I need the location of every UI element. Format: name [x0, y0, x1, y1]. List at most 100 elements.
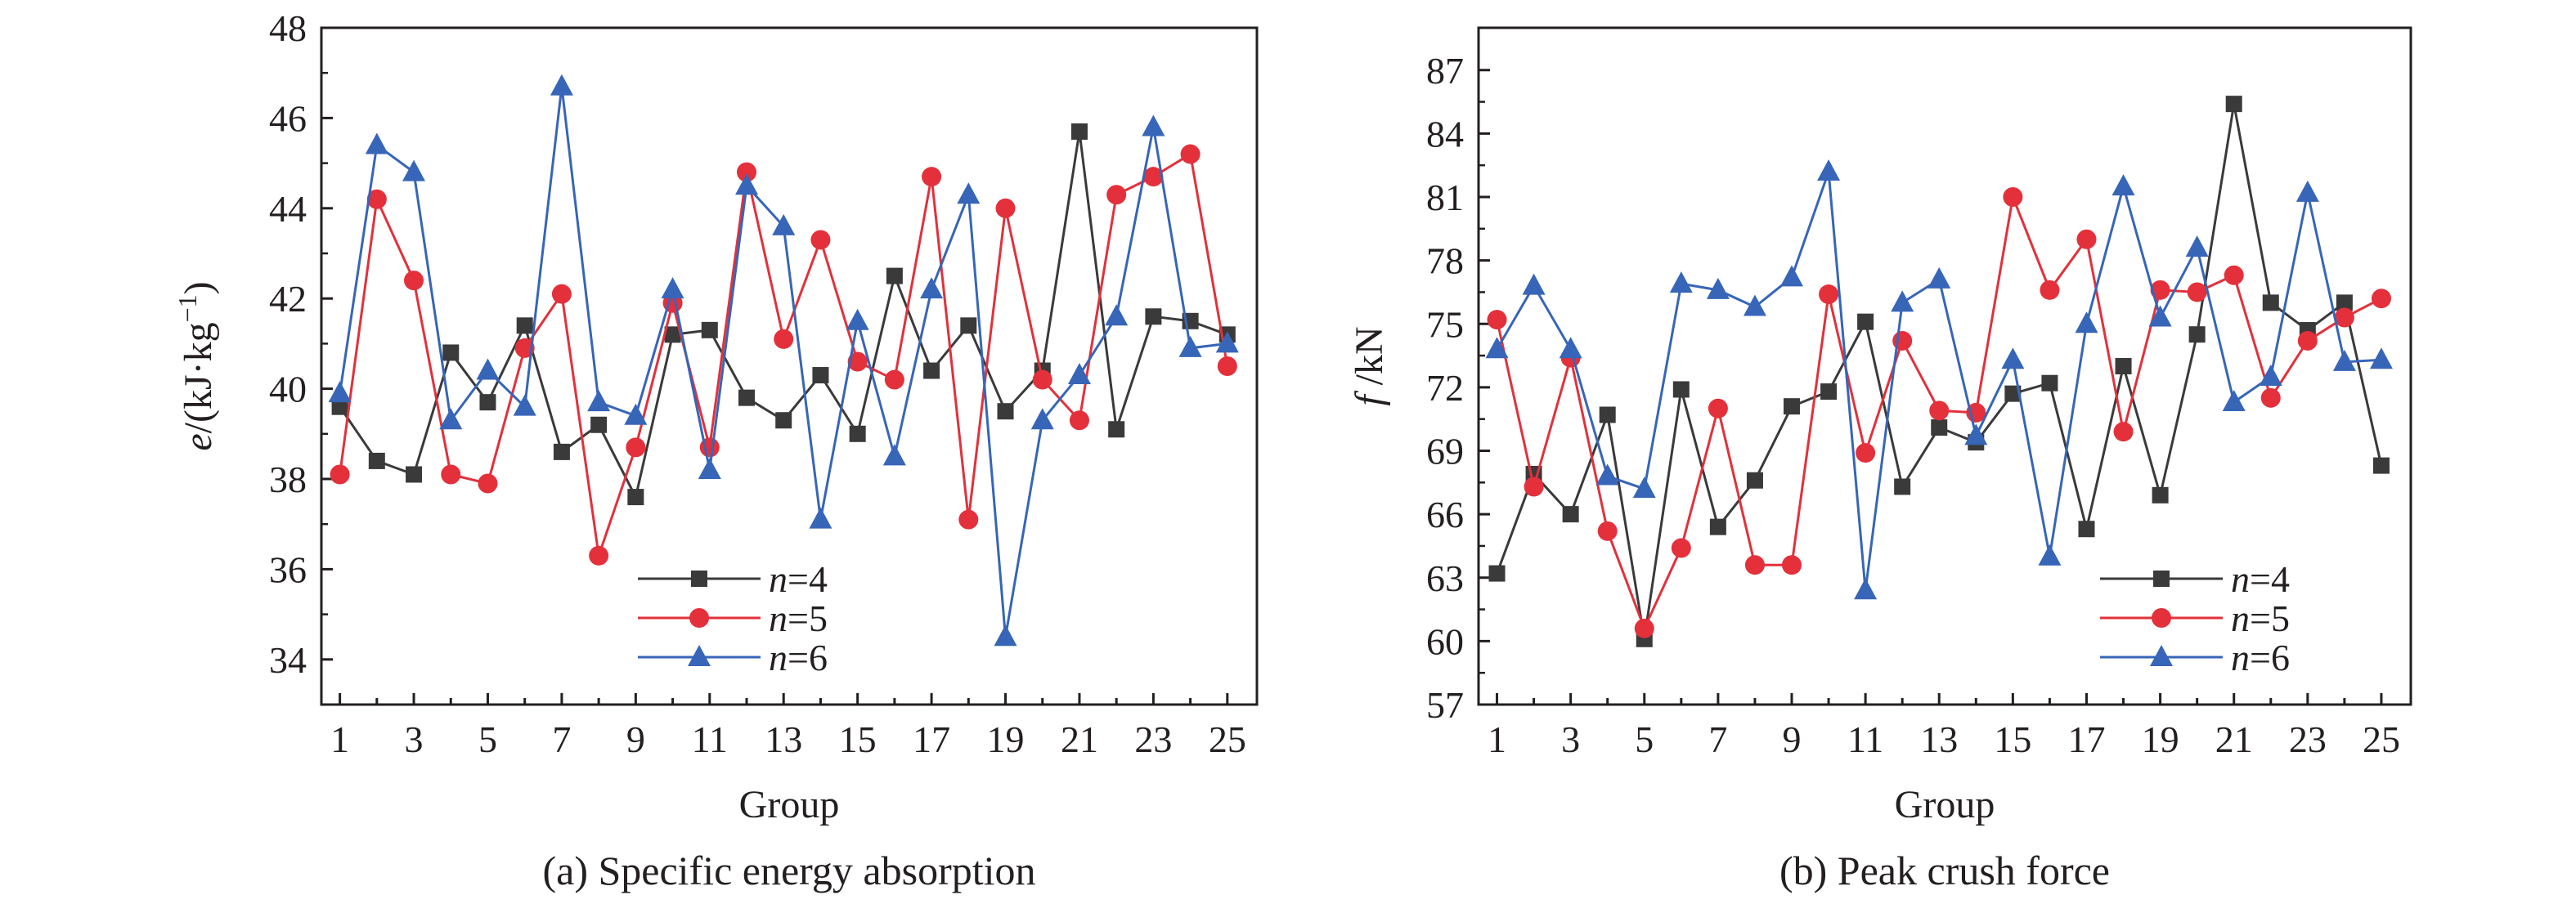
data-point	[2001, 347, 2025, 369]
data-point	[1487, 310, 1507, 330]
legend-label: n=5	[769, 597, 828, 639]
x-tick-label: 3	[1561, 718, 1580, 760]
data-point	[2369, 347, 2393, 369]
y-tick-label: 78	[1426, 240, 1464, 282]
data-point	[441, 464, 461, 485]
y-tick-label: 44	[269, 188, 307, 230]
data-point	[2075, 311, 2098, 333]
data-point	[2336, 294, 2353, 311]
data-point	[661, 277, 684, 299]
legend-marker	[689, 608, 709, 628]
data-point	[1709, 518, 1726, 535]
x-tick-label: 1	[330, 718, 349, 760]
data-point	[2115, 358, 2132, 374]
data-point	[995, 198, 1016, 218]
x-tick-label: 15	[1994, 718, 2031, 760]
data-point	[1142, 114, 1165, 136]
data-point	[2188, 326, 2206, 343]
x-tick-label: 11	[692, 718, 728, 760]
x-tick-label: 19	[987, 718, 1025, 760]
y-tick-label: 46	[269, 97, 307, 139]
data-point	[809, 507, 832, 529]
legend-label: n=6	[769, 637, 828, 678]
data-point	[2222, 389, 2246, 411]
data-point	[1784, 398, 1801, 415]
data-point	[1105, 304, 1129, 326]
y-tick-label: 48	[269, 7, 307, 49]
data-point	[1067, 363, 1091, 385]
legend: n=4n=5n=6	[2100, 558, 2290, 678]
x-tick-label: 11	[1847, 718, 1883, 760]
data-point	[516, 317, 533, 334]
y-tick-label: 69	[1426, 431, 1464, 472]
data-point	[1928, 266, 1951, 289]
data-point	[514, 338, 535, 358]
legend-marker	[2152, 608, 2171, 628]
y-tick-label: 40	[269, 369, 307, 410]
data-point	[402, 159, 426, 181]
data-point	[1143, 167, 1164, 187]
data-point	[1180, 144, 1200, 164]
data-point	[812, 367, 829, 384]
data-point	[1485, 337, 1509, 359]
data-point	[368, 452, 385, 469]
data-point	[957, 182, 981, 204]
data-point	[923, 362, 940, 379]
data-point	[627, 489, 644, 506]
data-point	[2038, 544, 2062, 566]
data-point	[589, 545, 609, 566]
data-point	[1857, 313, 1874, 330]
legend-label: n=6	[2231, 637, 2290, 678]
x-tick-label: 21	[2215, 718, 2253, 760]
data-point	[847, 351, 868, 372]
data-point	[701, 321, 718, 338]
x-tick-label: 17	[2067, 718, 2105, 760]
data-point	[1562, 506, 1579, 523]
x-tick-label: 23	[1134, 718, 1172, 760]
data-point	[664, 326, 681, 343]
data-point	[551, 284, 572, 304]
y-tick-label: 63	[1426, 557, 1464, 599]
data-point	[2112, 174, 2135, 196]
x-tick-label: 25	[2363, 718, 2400, 760]
data-point	[884, 369, 904, 390]
data-point	[1599, 406, 1616, 423]
data-point	[406, 466, 423, 483]
data-point	[1746, 472, 1763, 489]
panel-caption: (a) Specific energy absorption	[542, 848, 1035, 893]
data-point	[587, 390, 611, 412]
legend-label: n=4	[2231, 558, 2290, 600]
data-point	[2224, 265, 2244, 285]
x-tick-label: 21	[1061, 718, 1098, 760]
data-point	[1856, 443, 1876, 463]
x-tick-label: 5	[1635, 718, 1654, 760]
data-point	[2260, 387, 2281, 408]
data-point	[2152, 486, 2169, 503]
data-point	[1743, 294, 1766, 316]
plot-frame	[320, 26, 1259, 706]
panel-caption: (b) Peak crush force	[1779, 848, 2110, 893]
series-line	[339, 86, 1228, 638]
data-point	[330, 464, 350, 485]
x-tick-label: 9	[626, 718, 645, 760]
data-point	[772, 213, 796, 235]
data-point	[1030, 408, 1054, 430]
data-point	[553, 443, 570, 460]
data-point	[2372, 457, 2390, 474]
data-point	[1178, 335, 1202, 357]
x-tick-label: 5	[478, 718, 497, 760]
x-tick-label: 17	[913, 718, 950, 760]
y-tick-label: 38	[269, 459, 307, 500]
data-point	[479, 394, 496, 411]
data-point	[2150, 280, 2170, 300]
x-tick-label: 13	[765, 718, 802, 760]
data-point	[2371, 289, 2391, 309]
y-tick-label: 84	[1426, 113, 1464, 154]
x-tick-label: 7	[1708, 718, 1727, 760]
x-tick-label: 7	[552, 718, 571, 760]
y-tick-label: 87	[1426, 50, 1464, 92]
data-point	[846, 308, 869, 330]
data-point	[1671, 538, 1691, 558]
